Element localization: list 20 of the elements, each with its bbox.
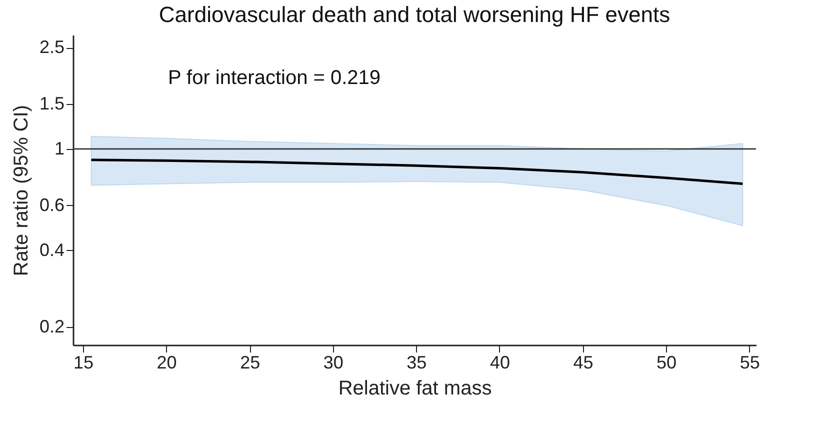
y-tick-label: 1 <box>54 138 64 158</box>
x-tick-label: 30 <box>323 352 344 372</box>
line-series <box>90 158 744 186</box>
y-tick-label: 0.6 <box>39 194 64 215</box>
chart-title: Cardiovascular death and total worsening HF events <box>158 2 670 27</box>
y-tick-label: 1.5 <box>39 94 64 114</box>
x-tick-label: 25 <box>240 352 260 372</box>
y-axis-title: Rate ratio (95% CI) <box>10 104 32 276</box>
x-tick-label: 15 <box>73 352 94 372</box>
x-tick-label: 20 <box>156 352 177 372</box>
annotation: P for interaction = 0.219 <box>168 67 381 89</box>
x-tick-label: 40 <box>490 352 510 372</box>
x-tick-label: 35 <box>406 352 427 372</box>
x-axis-title: Relative fat mass <box>338 378 492 400</box>
y-tick-label: 0.2 <box>39 316 64 337</box>
x-tick-label: 50 <box>656 352 677 372</box>
x-tick-label: 45 <box>573 352 594 372</box>
x-tick-label: 55 <box>740 352 760 372</box>
y-tick-label: 2.5 <box>39 37 64 58</box>
y-tick-label: 0.4 <box>39 240 64 260</box>
